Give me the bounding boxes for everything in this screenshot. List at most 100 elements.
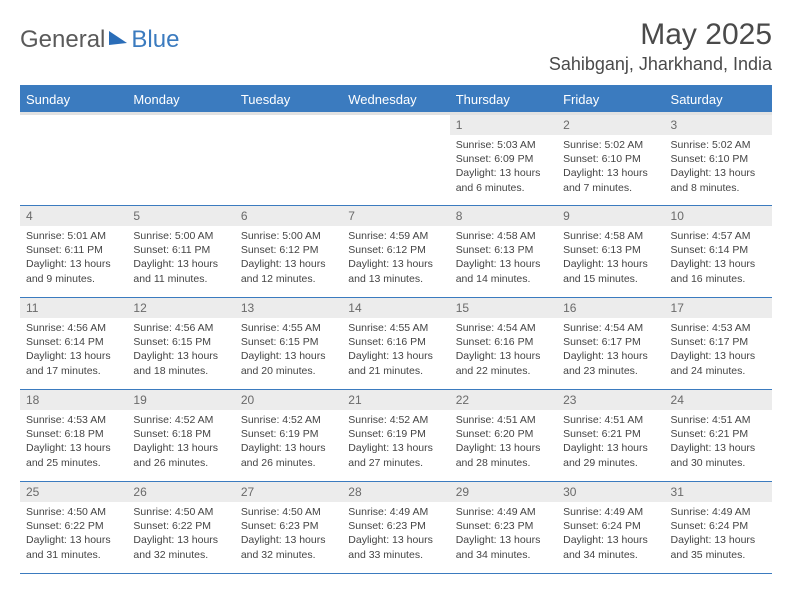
sunrise-text: Sunrise: 4:58 AM (563, 229, 658, 243)
weekday-header: Sunday (20, 86, 127, 114)
daylight-text: Daylight: 13 hours and 26 minutes. (241, 441, 336, 469)
daylight-text: Daylight: 13 hours and 13 minutes. (348, 257, 443, 285)
calendar-day-cell: 6Sunrise: 5:00 AMSunset: 6:12 PMDaylight… (235, 206, 342, 298)
logo-text-general: General (20, 26, 105, 54)
day-number: 20 (235, 390, 342, 410)
daylight-text: Daylight: 13 hours and 15 minutes. (563, 257, 658, 285)
sunrise-text: Sunrise: 4:58 AM (456, 229, 551, 243)
sunset-text: Sunset: 6:13 PM (563, 243, 658, 257)
day-number: 16 (557, 298, 664, 318)
day-number: 19 (127, 390, 234, 410)
page-header: General Blue May 2025 Sahibganj, Jharkha… (20, 18, 772, 75)
day-data: Sunrise: 4:50 AMSunset: 6:22 PMDaylight:… (20, 502, 127, 568)
calendar-day-cell: 10Sunrise: 4:57 AMSunset: 6:14 PMDayligh… (665, 206, 772, 298)
calendar-day-cell: 28Sunrise: 4:49 AMSunset: 6:23 PMDayligh… (342, 482, 449, 574)
day-data: Sunrise: 4:51 AMSunset: 6:21 PMDaylight:… (557, 410, 664, 476)
weekday-header: Wednesday (342, 86, 449, 114)
day-number: 7 (342, 206, 449, 226)
sunset-text: Sunset: 6:14 PM (671, 243, 766, 257)
day-number: 11 (20, 298, 127, 318)
day-data: Sunrise: 4:53 AMSunset: 6:17 PMDaylight:… (665, 318, 772, 384)
calendar-day-cell: 23Sunrise: 4:51 AMSunset: 6:21 PMDayligh… (557, 390, 664, 482)
calendar-day-cell: 14Sunrise: 4:55 AMSunset: 6:16 PMDayligh… (342, 298, 449, 390)
sunrise-text: Sunrise: 4:53 AM (26, 413, 121, 427)
daylight-text: Daylight: 13 hours and 23 minutes. (563, 349, 658, 377)
calendar-day-cell: 24Sunrise: 4:51 AMSunset: 6:21 PMDayligh… (665, 390, 772, 482)
calendar-day-cell: 18Sunrise: 4:53 AMSunset: 6:18 PMDayligh… (20, 390, 127, 482)
day-number: 15 (450, 298, 557, 318)
day-number: 30 (557, 482, 664, 502)
calendar-day-cell: 16Sunrise: 4:54 AMSunset: 6:17 PMDayligh… (557, 298, 664, 390)
calendar-table: SundayMondayTuesdayWednesdayThursdayFrid… (20, 85, 772, 574)
calendar-day-cell: . (127, 114, 234, 206)
day-data: Sunrise: 4:54 AMSunset: 6:16 PMDaylight:… (450, 318, 557, 384)
day-number: 9 (557, 206, 664, 226)
calendar-day-cell: 26Sunrise: 4:50 AMSunset: 6:22 PMDayligh… (127, 482, 234, 574)
day-number: 10 (665, 206, 772, 226)
daylight-text: Daylight: 13 hours and 32 minutes. (241, 533, 336, 561)
sunset-text: Sunset: 6:23 PM (456, 519, 551, 533)
daylight-text: Daylight: 13 hours and 26 minutes. (133, 441, 228, 469)
daylight-text: Daylight: 13 hours and 20 minutes. (241, 349, 336, 377)
day-number: 28 (342, 482, 449, 502)
daylight-text: Daylight: 13 hours and 31 minutes. (26, 533, 121, 561)
day-data: Sunrise: 4:49 AMSunset: 6:24 PMDaylight:… (665, 502, 772, 568)
day-data: Sunrise: 4:55 AMSunset: 6:16 PMDaylight:… (342, 318, 449, 384)
day-number: 6 (235, 206, 342, 226)
sunset-text: Sunset: 6:24 PM (563, 519, 658, 533)
sunset-text: Sunset: 6:18 PM (133, 427, 228, 441)
day-number: 23 (557, 390, 664, 410)
day-data: Sunrise: 4:52 AMSunset: 6:19 PMDaylight:… (235, 410, 342, 476)
sunset-text: Sunset: 6:09 PM (456, 152, 551, 166)
sunrise-text: Sunrise: 4:56 AM (26, 321, 121, 335)
calendar-day-cell: . (342, 114, 449, 206)
calendar-week-row: 11Sunrise: 4:56 AMSunset: 6:14 PMDayligh… (20, 298, 772, 390)
day-data: Sunrise: 4:51 AMSunset: 6:21 PMDaylight:… (665, 410, 772, 476)
daylight-text: Daylight: 13 hours and 21 minutes. (348, 349, 443, 377)
calendar-day-cell: 9Sunrise: 4:58 AMSunset: 6:13 PMDaylight… (557, 206, 664, 298)
day-number: 24 (665, 390, 772, 410)
sunrise-text: Sunrise: 5:02 AM (563, 138, 658, 152)
calendar-body: ....1Sunrise: 5:03 AMSunset: 6:09 PMDayl… (20, 114, 772, 574)
day-number: 26 (127, 482, 234, 502)
calendar-day-cell: 25Sunrise: 4:50 AMSunset: 6:22 PMDayligh… (20, 482, 127, 574)
sunrise-text: Sunrise: 4:52 AM (241, 413, 336, 427)
calendar-day-cell: 1Sunrise: 5:03 AMSunset: 6:09 PMDaylight… (450, 114, 557, 206)
calendar-day-cell: 7Sunrise: 4:59 AMSunset: 6:12 PMDaylight… (342, 206, 449, 298)
daylight-text: Daylight: 13 hours and 29 minutes. (563, 441, 658, 469)
sunset-text: Sunset: 6:11 PM (133, 243, 228, 257)
day-data: Sunrise: 4:58 AMSunset: 6:13 PMDaylight:… (557, 226, 664, 292)
day-data: Sunrise: 5:00 AMSunset: 6:12 PMDaylight:… (235, 226, 342, 292)
sunrise-text: Sunrise: 4:55 AM (241, 321, 336, 335)
day-number: 3 (665, 115, 772, 135)
sunrise-text: Sunrise: 4:49 AM (563, 505, 658, 519)
calendar-header-row: SundayMondayTuesdayWednesdayThursdayFrid… (20, 86, 772, 114)
daylight-text: Daylight: 13 hours and 28 minutes. (456, 441, 551, 469)
daylight-text: Daylight: 13 hours and 25 minutes. (26, 441, 121, 469)
calendar-day-cell: 11Sunrise: 4:56 AMSunset: 6:14 PMDayligh… (20, 298, 127, 390)
day-number: 21 (342, 390, 449, 410)
calendar-day-cell: 5Sunrise: 5:00 AMSunset: 6:11 PMDaylight… (127, 206, 234, 298)
weekday-header: Thursday (450, 86, 557, 114)
logo: General Blue (20, 18, 179, 54)
sunset-text: Sunset: 6:21 PM (563, 427, 658, 441)
day-number: 13 (235, 298, 342, 318)
calendar-day-cell: . (235, 114, 342, 206)
day-number: 4 (20, 206, 127, 226)
day-number: 12 (127, 298, 234, 318)
sunrise-text: Sunrise: 4:57 AM (671, 229, 766, 243)
calendar-day-cell: 15Sunrise: 4:54 AMSunset: 6:16 PMDayligh… (450, 298, 557, 390)
day-data: Sunrise: 4:49 AMSunset: 6:24 PMDaylight:… (557, 502, 664, 568)
calendar-day-cell: 22Sunrise: 4:51 AMSunset: 6:20 PMDayligh… (450, 390, 557, 482)
day-data: Sunrise: 4:53 AMSunset: 6:18 PMDaylight:… (20, 410, 127, 476)
sunrise-text: Sunrise: 4:54 AM (563, 321, 658, 335)
weekday-header: Monday (127, 86, 234, 114)
daylight-text: Daylight: 13 hours and 7 minutes. (563, 166, 658, 194)
sunset-text: Sunset: 6:10 PM (671, 152, 766, 166)
daylight-text: Daylight: 13 hours and 17 minutes. (26, 349, 121, 377)
calendar-day-cell: 29Sunrise: 4:49 AMSunset: 6:23 PMDayligh… (450, 482, 557, 574)
day-number: 14 (342, 298, 449, 318)
sunrise-text: Sunrise: 5:00 AM (133, 229, 228, 243)
sunset-text: Sunset: 6:16 PM (348, 335, 443, 349)
sunrise-text: Sunrise: 4:54 AM (456, 321, 551, 335)
